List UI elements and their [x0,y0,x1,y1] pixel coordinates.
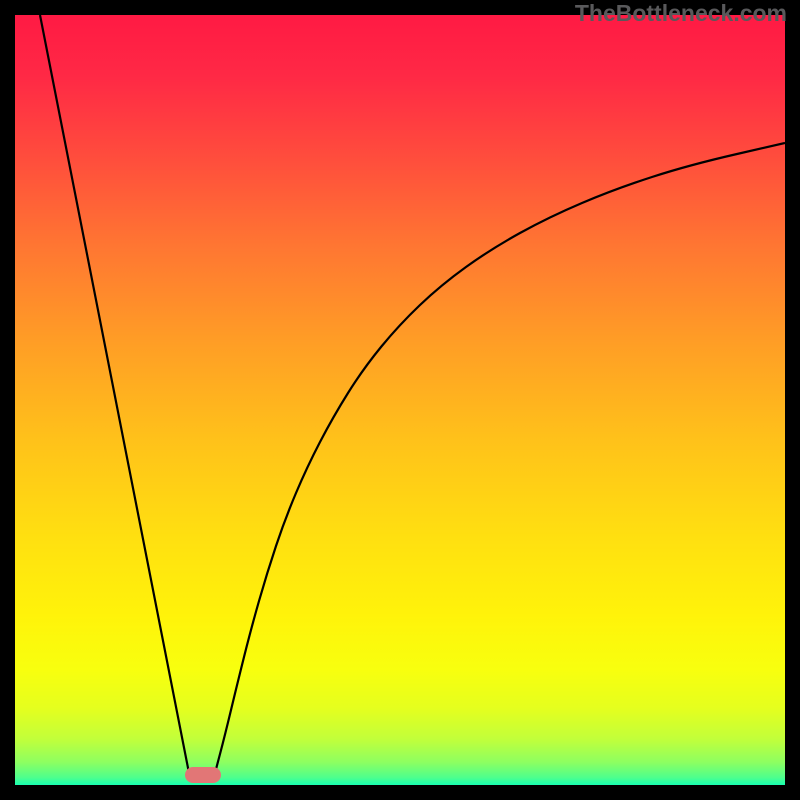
minimum-marker [185,767,221,783]
chart-root: TheBottleneck.com [0,0,800,800]
curve-layer [15,15,785,785]
plot-area [15,15,785,785]
watermark-text: TheBottleneck.com [575,0,787,27]
bottleneck-curve [40,15,785,773]
